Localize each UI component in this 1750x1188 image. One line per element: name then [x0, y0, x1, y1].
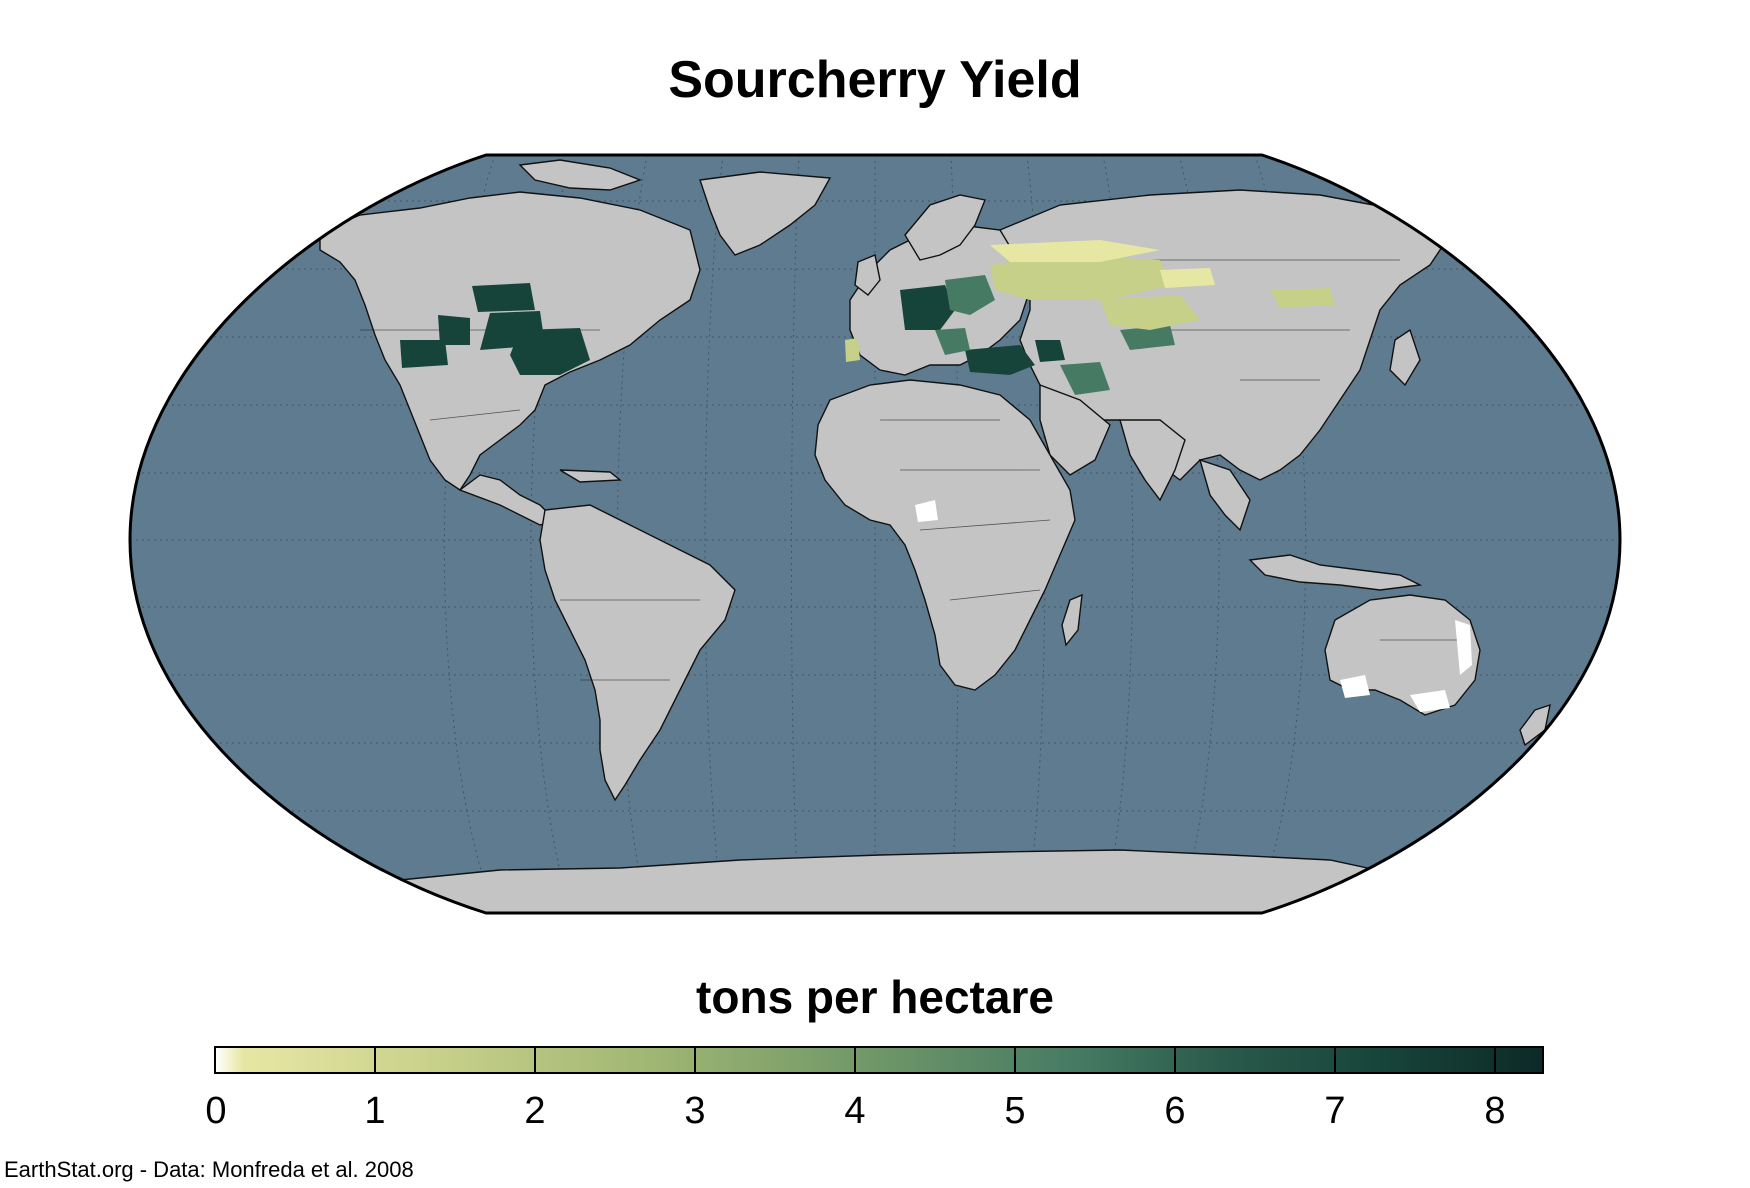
colorbar-tick [854, 1048, 856, 1072]
yield-medium [935, 275, 1175, 395]
yield-australia-south [1340, 675, 1370, 698]
british-isles [854, 254, 881, 296]
indonesia [1248, 554, 1423, 591]
madagascar [1061, 593, 1083, 647]
land [319, 159, 1551, 913]
south-america [539, 504, 736, 802]
colorbar-tick [1014, 1048, 1016, 1072]
yield-turkey [965, 345, 1035, 375]
new-zealand [1519, 703, 1551, 747]
yield-kazakhstan [1100, 295, 1200, 330]
yield-russia-north [990, 240, 1160, 262]
yield-central-europe [900, 285, 955, 330]
legend-title: tons per hectare [696, 971, 1054, 1023]
japan [1389, 328, 1421, 387]
colorbar-label-0: 0 [205, 1090, 227, 1132]
yield-high [400, 283, 1065, 375]
map-title: Sourcherry Yield [668, 51, 1082, 109]
yield-west-africa [915, 500, 938, 522]
colorbar-label-6: 6 [1164, 1090, 1186, 1132]
caribbean [559, 469, 622, 483]
yield-very-low [990, 240, 1215, 288]
africa [814, 379, 1076, 691]
colorbar-tick [1334, 1048, 1336, 1072]
arabia [1039, 383, 1111, 476]
colorbar-tick [1174, 1048, 1176, 1072]
yield-eastern-europe [945, 275, 995, 315]
yield-low [845, 255, 1335, 362]
india [1119, 419, 1186, 502]
colorbar-tick [1494, 1048, 1496, 1072]
globe-outline [128, 153, 1622, 915]
yield-balkans [935, 328, 970, 355]
yield-western-siberia [1160, 268, 1215, 288]
colorbar-label-2: 2 [524, 1090, 546, 1132]
yield-australia-east [1455, 620, 1472, 675]
colorbar-tick [694, 1048, 696, 1072]
yield-iran [1060, 362, 1110, 395]
colorbar-label-7: 7 [1324, 1090, 1346, 1132]
arctic-islands [518, 159, 643, 191]
yield-ukraine-russia [990, 255, 1170, 300]
yield-central-asia [1120, 325, 1175, 350]
yield-us-midwest [510, 328, 590, 375]
yield-caucasus [1035, 340, 1065, 362]
colorbar-tick [534, 1048, 536, 1072]
yield-siberia [1270, 288, 1335, 308]
colorbar-label-5: 5 [1004, 1090, 1026, 1132]
southeast-asia [1198, 458, 1251, 532]
scandinavia [904, 194, 986, 261]
yield-us-west [400, 340, 448, 368]
colorbar-label-3: 3 [684, 1090, 706, 1132]
colorbar-label-1: 1 [364, 1090, 386, 1132]
colorbar-label-4: 4 [844, 1090, 866, 1132]
yield-us-north [472, 283, 535, 312]
colorbar [214, 1046, 1544, 1074]
yield-us-plains [438, 315, 470, 345]
antarctica [329, 849, 1422, 913]
yield-australia-southeast [1410, 690, 1450, 712]
country-borders [360, 259, 1460, 681]
source-credit: EarthStat.org - Data: Monfreda et al. 20… [4, 1157, 414, 1182]
yield-zero [915, 500, 1472, 712]
greenland [699, 171, 832, 256]
colorbar-label-8: 8 [1484, 1090, 1506, 1132]
yield-iberia [845, 338, 860, 362]
colorbar-tick [374, 1048, 376, 1072]
